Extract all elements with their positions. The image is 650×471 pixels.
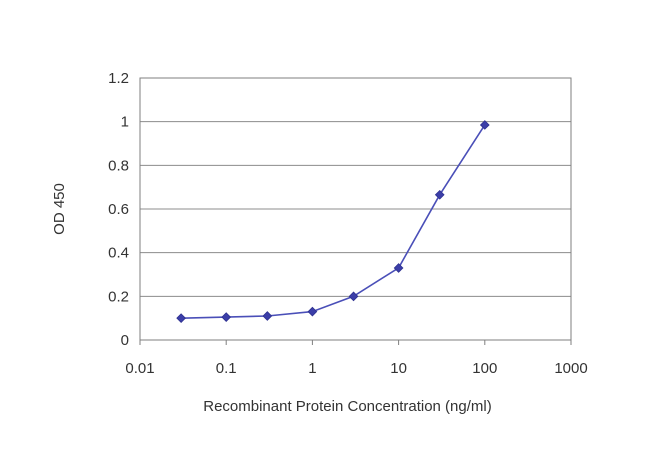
y-tick-label: 0.8 xyxy=(108,157,129,174)
data-point xyxy=(221,312,232,322)
data-point xyxy=(176,313,186,324)
y-tick-label: 0 xyxy=(121,332,129,349)
x-axis-tick-labels: 0.01 0.1 1 10 100 1000 xyxy=(125,360,587,377)
x-tick-label: 1000 xyxy=(554,360,587,377)
x-axis-tick-marks xyxy=(139,340,572,345)
y-tick-label: 1.2 xyxy=(108,70,129,87)
x-tick-label: 100 xyxy=(472,360,497,377)
y-axis-title: OD 450 xyxy=(51,183,68,235)
data-point xyxy=(348,291,359,302)
plot-area-border xyxy=(139,77,572,341)
data-point xyxy=(393,263,404,273)
y-tick-label: 0.4 xyxy=(108,245,129,262)
y-tick-label: 1 xyxy=(121,114,129,131)
y-tick-label: 0.6 xyxy=(108,201,129,218)
series-line xyxy=(181,124,486,319)
x-tick-label: 1 xyxy=(308,360,316,377)
data-point xyxy=(262,311,273,321)
x-tick-label: 10 xyxy=(390,360,407,377)
y-axis-tick-labels: 0 0.2 0.4 0.6 0.8 1 1.2 xyxy=(108,70,129,349)
x-axis-title: Recombinant Protein Concentration (ng/ml… xyxy=(203,398,491,415)
x-tick-label: 0.01 xyxy=(125,360,154,377)
gridlines xyxy=(140,121,571,297)
data-series xyxy=(176,120,490,324)
x-tick-label: 0.1 xyxy=(216,360,237,377)
data-point xyxy=(479,120,490,130)
y-tick-label: 0.2 xyxy=(108,288,129,305)
data-point xyxy=(307,306,318,317)
data-point xyxy=(434,189,445,200)
